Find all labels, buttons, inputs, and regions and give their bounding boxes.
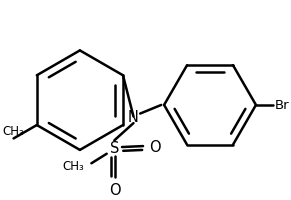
Text: Br: Br	[275, 99, 290, 112]
Text: CH₃: CH₃	[3, 124, 24, 137]
Text: N: N	[128, 109, 139, 124]
Text: S: S	[110, 141, 119, 156]
Text: CH₃: CH₃	[62, 159, 84, 172]
Text: O: O	[149, 139, 160, 154]
Text: O: O	[109, 183, 121, 197]
